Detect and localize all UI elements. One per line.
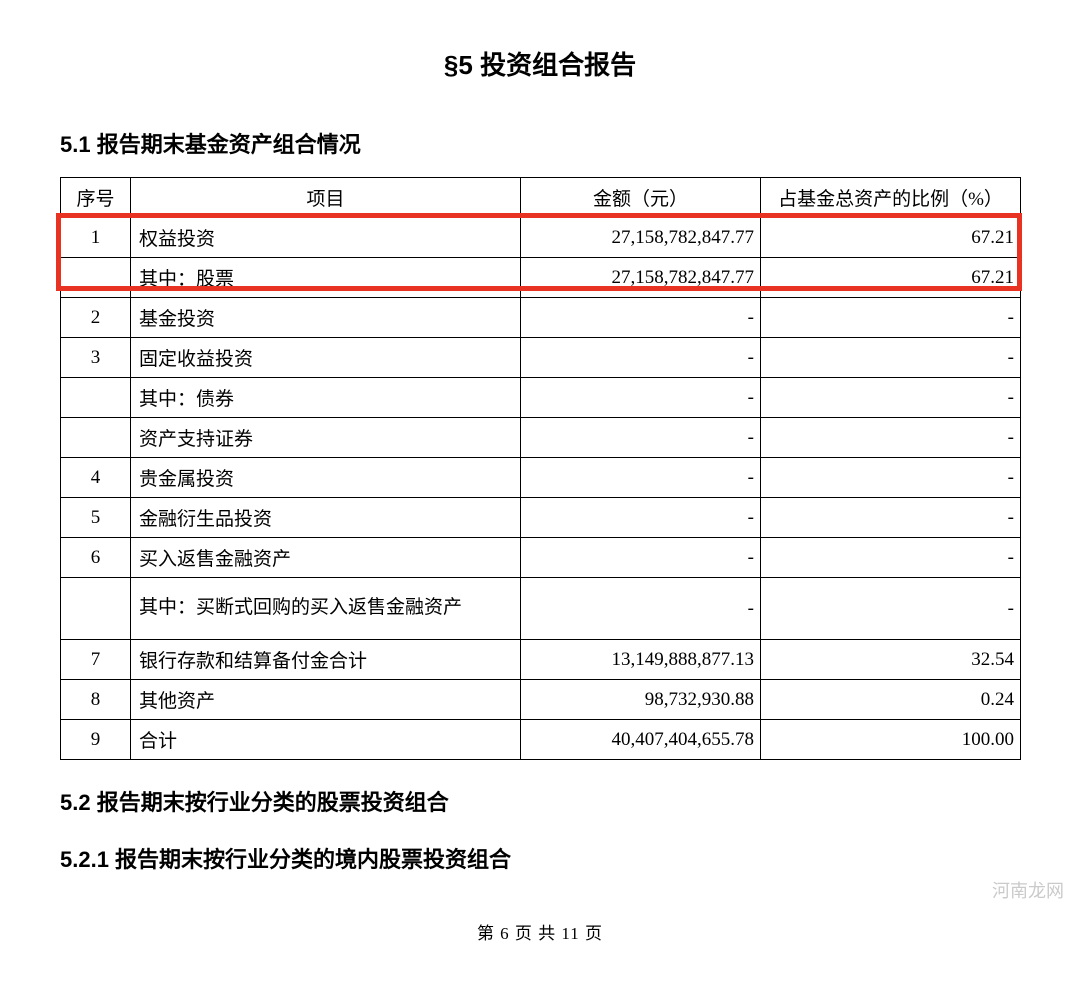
pct-cell: - (761, 418, 1021, 458)
table-5-1-wrapper: 序号项目金额（元）占基金总资产的比例（%） 1权益投资27,158,782,84… (60, 177, 1020, 760)
amount-cell: - (521, 378, 761, 418)
pct-cell: - (761, 498, 1021, 538)
pct-cell: - (761, 298, 1021, 338)
section-5-1-title: 5.1 报告期末基金资产组合情况 (60, 127, 1020, 159)
seq-cell: 7 (61, 640, 131, 680)
section-5-2-title: 5.2 报告期末按行业分类的股票投资组合 (60, 785, 1020, 817)
pct-cell: 100.00 (761, 720, 1021, 760)
seq-cell: 8 (61, 680, 131, 720)
item-cell: 权益投资 (131, 218, 521, 258)
seq-cell: 6 (61, 538, 131, 578)
table-header-cell: 序号 (61, 178, 131, 218)
table-row: 9合计40,407,404,655.78100.00 (61, 720, 1021, 760)
table-row: 2基金投资-- (61, 298, 1021, 338)
section-5-2-1-title: 5.2.1 报告期末按行业分类的境内股票投资组合 (60, 842, 1020, 874)
item-cell: 贵金属投资 (131, 458, 521, 498)
item-cell: 合计 (131, 720, 521, 760)
amount-cell: 98,732,930.88 (521, 680, 761, 720)
pct-cell: - (761, 458, 1021, 498)
table-row: 8其他资产98,732,930.880.24 (61, 680, 1021, 720)
seq-cell: 9 (61, 720, 131, 760)
amount-cell: 13,149,888,877.13 (521, 640, 761, 680)
pct-cell: - (761, 338, 1021, 378)
table-row: 其中：债券-- (61, 378, 1021, 418)
table-row: 5金融衍生品投资-- (61, 498, 1021, 538)
item-cell: 其中：买断式回购的买入返售金融资产 (131, 578, 521, 640)
table-5-1: 序号项目金额（元）占基金总资产的比例（%） 1权益投资27,158,782,84… (60, 177, 1021, 760)
table-header-cell: 占基金总资产的比例（%） (761, 178, 1021, 218)
amount-cell: - (521, 498, 761, 538)
item-cell: 其他资产 (131, 680, 521, 720)
page-number: 第 6 页 共 11 页 (60, 919, 1020, 944)
amount-cell: - (521, 538, 761, 578)
table-header-cell: 项目 (131, 178, 521, 218)
item-cell: 其中：股票 (131, 258, 521, 298)
amount-cell: - (521, 418, 761, 458)
item-cell: 基金投资 (131, 298, 521, 338)
table-row: 4贵金属投资-- (61, 458, 1021, 498)
pct-cell: 32.54 (761, 640, 1021, 680)
amount-cell: 27,158,782,847.77 (521, 258, 761, 298)
table-row: 6买入返售金融资产-- (61, 538, 1021, 578)
item-cell: 其中：债券 (131, 378, 521, 418)
seq-cell: 3 (61, 338, 131, 378)
amount-cell: 27,158,782,847.77 (521, 218, 761, 258)
table-row: 资产支持证券-- (61, 418, 1021, 458)
main-title: §5 投资组合报告 (60, 45, 1020, 82)
watermark: 河南龙网 (992, 877, 1064, 903)
table-row: 其中：股票27,158,782,847.7767.21 (61, 258, 1021, 298)
table-row: 3固定收益投资-- (61, 338, 1021, 378)
pct-cell: - (761, 578, 1021, 640)
item-cell: 买入返售金融资产 (131, 538, 521, 578)
pct-cell: 67.21 (761, 218, 1021, 258)
seq-cell: 5 (61, 498, 131, 538)
table-row: 7银行存款和结算备付金合计13,149,888,877.1332.54 (61, 640, 1021, 680)
item-cell: 固定收益投资 (131, 338, 521, 378)
table-row: 1权益投资27,158,782,847.7767.21 (61, 218, 1021, 258)
seq-cell: 2 (61, 298, 131, 338)
amount-cell: - (521, 298, 761, 338)
amount-cell: - (521, 338, 761, 378)
item-cell: 资产支持证券 (131, 418, 521, 458)
pct-cell: - (761, 378, 1021, 418)
seq-cell (61, 418, 131, 458)
pct-cell: 0.24 (761, 680, 1021, 720)
pct-cell: 67.21 (761, 258, 1021, 298)
table-row: 其中：买断式回购的买入返售金融资产-- (61, 578, 1021, 640)
seq-cell: 1 (61, 218, 131, 258)
amount-cell: - (521, 578, 761, 640)
amount-cell: 40,407,404,655.78 (521, 720, 761, 760)
seq-cell (61, 378, 131, 418)
seq-cell (61, 258, 131, 298)
item-cell: 银行存款和结算备付金合计 (131, 640, 521, 680)
pct-cell: - (761, 538, 1021, 578)
amount-cell: - (521, 458, 761, 498)
seq-cell (61, 578, 131, 640)
table-header-cell: 金额（元） (521, 178, 761, 218)
seq-cell: 4 (61, 458, 131, 498)
item-cell: 金融衍生品投资 (131, 498, 521, 538)
